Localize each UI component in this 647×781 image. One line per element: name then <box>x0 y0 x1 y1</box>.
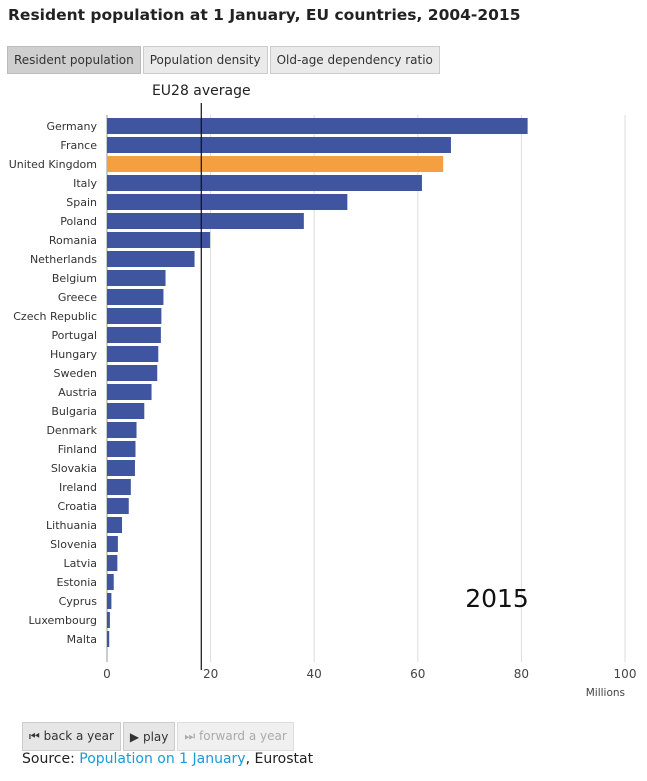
category-label: Netherlands <box>30 253 97 266</box>
bar <box>107 498 129 514</box>
forward-a-year-button[interactable]: ⏭ forward a year <box>177 722 294 751</box>
source-note: Source: Population on 1 January, Eurosta… <box>22 751 314 767</box>
bar <box>107 365 158 381</box>
bar <box>107 232 211 248</box>
category-label: Bulgaria <box>51 405 97 418</box>
bar-chart: 0 20 40 60 80 100 Millions Germany France United … <box>9 83 637 699</box>
category-label: Luxembourg <box>28 614 97 627</box>
year-label: 2015 <box>465 584 529 613</box>
bar <box>107 327 161 343</box>
bar <box>107 555 118 571</box>
tab-population-density[interactable]: Population density <box>142 46 268 74</box>
bar <box>107 194 348 210</box>
category-label: Lithuania <box>46 519 97 532</box>
category-label: Czech Republic <box>13 310 97 323</box>
category-label: Hungary <box>50 348 97 361</box>
bar <box>107 346 159 362</box>
category-label: Slovenia <box>50 538 97 551</box>
bar <box>107 308 162 324</box>
category-label: Malta <box>67 633 97 646</box>
bar <box>107 213 304 229</box>
skip-back-icon: ⏮ <box>29 729 40 743</box>
category-label: Italy <box>73 177 97 190</box>
category-label: Poland <box>60 215 97 228</box>
playback-controls: ⏮ back a year ▶ play ⏭ forward a year <box>22 722 294 751</box>
bar <box>107 593 112 609</box>
bar <box>107 441 136 457</box>
bar <box>107 574 114 590</box>
source-link[interactable]: Population on 1 January <box>79 751 246 767</box>
play-icon: ▶ <box>129 729 140 744</box>
tab-resident-population[interactable]: Resident population <box>7 46 141 74</box>
x-tick-label: 0 <box>103 667 111 681</box>
category-label: Austria <box>58 386 97 399</box>
bar <box>107 517 123 533</box>
category-label: Croatia <box>57 500 97 513</box>
skip-forward-icon: ⏭ <box>184 729 196 743</box>
bar <box>107 612 110 628</box>
bar <box>107 631 110 647</box>
bar <box>107 118 528 134</box>
tab-old-age-dependency-ratio[interactable]: Old-age dependency ratio <box>269 46 440 74</box>
bar <box>107 536 118 552</box>
category-label: Denmark <box>46 424 97 437</box>
category-label: Portugal <box>51 329 97 342</box>
bar <box>107 137 451 153</box>
category-label: Cyprus <box>59 595 98 608</box>
x-tick-label: 100 <box>614 667 637 681</box>
x-axis-label: Millions <box>586 687 625 699</box>
category-label: Ireland <box>59 481 97 494</box>
category-label: Romania <box>49 234 97 247</box>
category-label: Germany <box>46 120 97 133</box>
x-tick-label: 80 <box>514 667 529 681</box>
category-label: United Kingdom <box>9 158 97 171</box>
bar <box>107 270 166 286</box>
category-label: Finland <box>58 443 97 456</box>
bar <box>107 460 135 476</box>
bar <box>107 403 145 419</box>
bar <box>107 479 131 495</box>
category-label: Latvia <box>64 557 98 570</box>
page-title: Resident population at 1 January, EU cou… <box>8 6 521 24</box>
eu28-average-label: EU28 average <box>152 83 251 99</box>
category-label: Greece <box>58 291 97 304</box>
play-button[interactable]: ▶ play <box>122 722 176 751</box>
x-tick-label: 20 <box>203 667 218 681</box>
bar <box>107 384 152 400</box>
category-label: Estonia <box>57 576 98 589</box>
back-a-year-button[interactable]: ⏮ back a year <box>22 722 121 751</box>
category-label: Belgium <box>52 272 97 285</box>
category-label: Spain <box>66 196 97 209</box>
category-label: Slovakia <box>51 462 97 475</box>
category-label: Sweden <box>54 367 97 380</box>
bar <box>107 156 444 172</box>
bar <box>107 251 195 267</box>
x-tick-label: 60 <box>410 667 425 681</box>
bar <box>107 422 137 438</box>
indicator-tabs: Resident population Population density O… <box>7 46 440 74</box>
bar <box>107 175 422 191</box>
category-label: France <box>60 139 97 152</box>
bar <box>107 289 164 305</box>
x-tick-label: 40 <box>307 667 322 681</box>
